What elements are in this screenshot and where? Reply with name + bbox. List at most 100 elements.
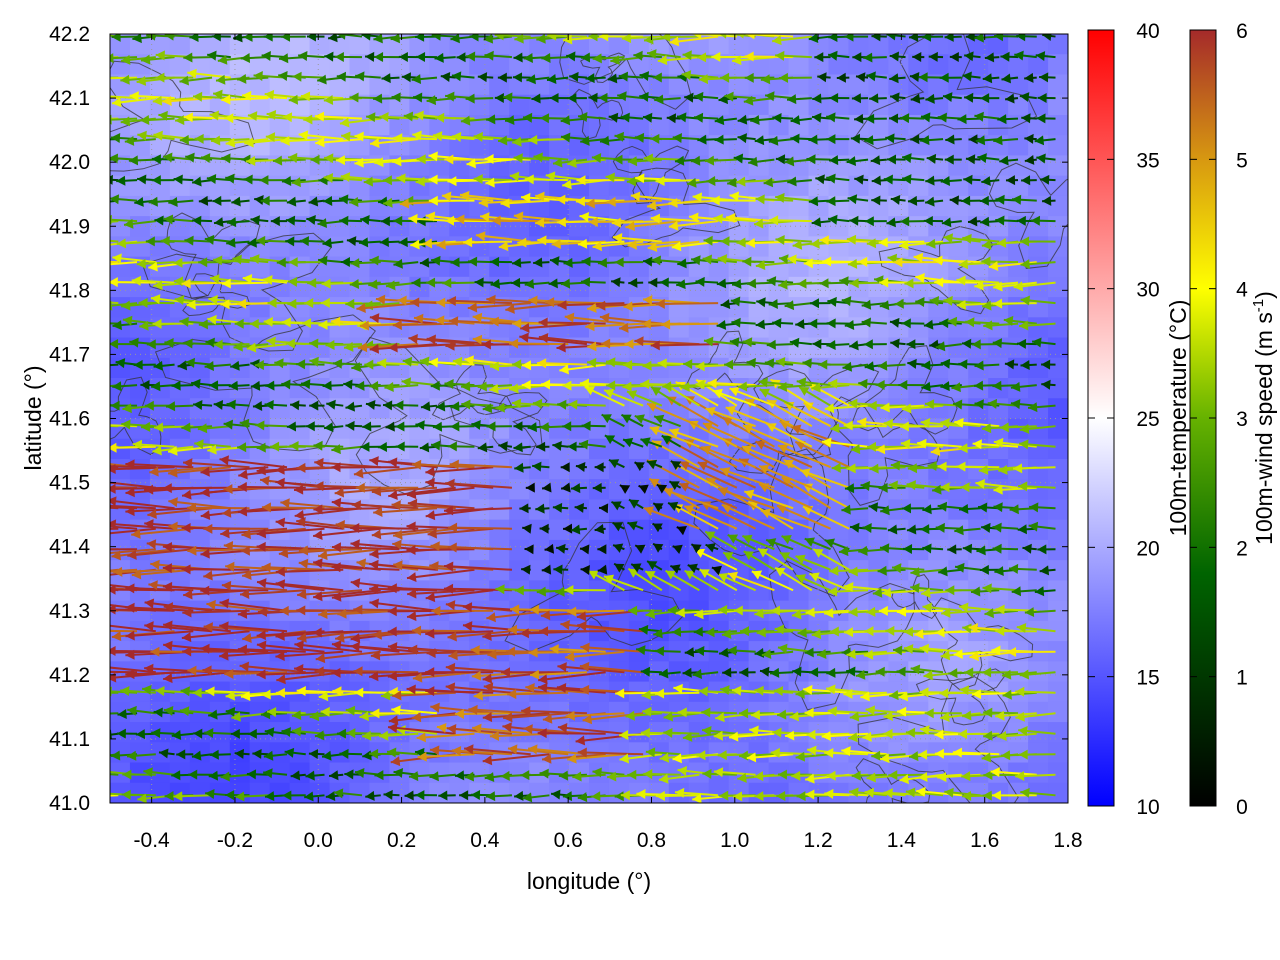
temperature-cell <box>868 317 889 339</box>
terrain-contour <box>559 34 692 110</box>
temperature-cell <box>968 782 989 803</box>
temperature-cell <box>768 782 790 803</box>
wind-arrow-head <box>408 644 418 655</box>
wind-arrow-head <box>673 683 683 694</box>
temperature-cell <box>489 539 510 561</box>
temperature-cell <box>768 135 790 157</box>
temperature-cell <box>728 175 750 197</box>
wind-arrow-head <box>698 686 708 697</box>
wind-arrow-head <box>659 752 670 763</box>
wind-arrow-head <box>125 669 135 680</box>
temperature-cell <box>309 762 331 784</box>
temperature-cell <box>628 722 650 743</box>
wind-arrow-head <box>407 611 417 622</box>
wind-arrow-shaft <box>560 622 625 633</box>
wind-arrow-head <box>944 787 954 798</box>
wind-arrow-head <box>528 647 538 658</box>
temperature-cell <box>449 418 470 440</box>
temperature-cell <box>269 418 291 440</box>
wind-arrow-head <box>296 605 306 616</box>
temperature-cell <box>748 297 770 318</box>
temperature-cell <box>269 94 291 116</box>
wind-arrow-head <box>486 612 496 623</box>
wind-arrow-head <box>860 691 870 702</box>
wind-arrow-shaft <box>567 609 625 613</box>
wind-arrow-head <box>945 585 955 596</box>
temperature-cell <box>608 398 630 420</box>
temperature-cell <box>1048 580 1068 602</box>
wind-arrow-head <box>875 666 885 677</box>
wind-arrow-head <box>485 791 496 802</box>
wind-arrow-head <box>181 632 192 643</box>
wind-arrow-head <box>113 566 123 577</box>
wind-arrow-head <box>658 668 669 679</box>
terrain-contour <box>857 676 1019 803</box>
temperature-cell <box>189 580 211 602</box>
temperature-cell <box>928 519 949 541</box>
wind-arrow-head <box>110 750 121 761</box>
wind-arrow-head <box>417 751 427 762</box>
temperature-cell <box>409 438 430 460</box>
wind-arrow-shaft <box>448 650 513 657</box>
temperature-cell <box>688 398 710 420</box>
wind-arrow-head <box>331 640 342 651</box>
temperature-cell <box>908 357 929 379</box>
wind-arrow-head <box>995 626 1005 637</box>
wind-arrow-head <box>173 791 183 802</box>
temperature-cell <box>149 398 171 420</box>
temperature-cell <box>509 539 530 561</box>
wind-arrow-head <box>388 723 398 734</box>
wind-arrow-shaft <box>545 300 606 305</box>
wind-arrow-head <box>345 705 356 716</box>
wind-arrow-head <box>922 602 932 613</box>
wind-arrow-head <box>111 631 122 642</box>
wind-arrow-head <box>242 633 252 643</box>
temperature-cell <box>1048 195 1068 217</box>
wind-arrow-shaft <box>507 691 569 696</box>
temperature-cell <box>768 54 790 76</box>
wind-arrow-shaft <box>350 644 419 653</box>
wind-arrow-head <box>495 584 505 595</box>
temperature-cell <box>788 580 810 602</box>
wind-arrow-head <box>934 748 944 759</box>
wind-arrow-head <box>827 586 838 597</box>
wind-arrow-head <box>163 602 174 613</box>
wind-arrow-head <box>193 728 203 739</box>
temperature-cell <box>748 661 770 683</box>
wind-arrow-head <box>968 622 978 633</box>
wind-arrow-head <box>713 767 724 778</box>
temperature-cell <box>349 782 371 803</box>
temperature-cell <box>608 438 630 460</box>
wind-arrow-head <box>846 666 856 677</box>
temperature-cell <box>249 681 271 703</box>
wind-arrow-head <box>234 748 244 759</box>
temperature-cell <box>708 600 730 622</box>
wind-arrow-head <box>918 772 928 782</box>
temperature-cell <box>688 114 710 136</box>
terrain-contour <box>768 560 916 711</box>
wind-arrow-head <box>412 672 423 683</box>
wind-arrow-shaft <box>144 624 213 633</box>
wind-arrow-shaft <box>182 609 250 614</box>
wind-arrow-head <box>88 648 97 658</box>
wind-arrow-head <box>291 726 302 737</box>
temperature-cell <box>988 418 1009 440</box>
wind-arrow-head <box>470 645 480 656</box>
wind-arrow-head <box>305 770 315 781</box>
wind-arrow-head <box>751 570 763 580</box>
temperature-cell <box>1048 155 1068 177</box>
wind-arrow-head <box>655 688 665 699</box>
temperature-cell <box>668 297 690 318</box>
wind-arrow-head <box>615 688 625 699</box>
wind-arrow-head <box>448 650 458 661</box>
wind-arrow-shaft <box>113 568 175 574</box>
wind-arrow-head <box>135 729 146 740</box>
wind-arrow-head <box>379 730 389 741</box>
wind-arrow-head <box>971 689 982 700</box>
temperature-cell <box>249 114 271 136</box>
temperature-cell <box>249 357 271 379</box>
temperature-cell <box>489 479 510 501</box>
wind-arrow-head <box>923 670 933 681</box>
wind-arrow-head <box>90 382 100 392</box>
wind-arrow-shaft <box>567 753 625 761</box>
